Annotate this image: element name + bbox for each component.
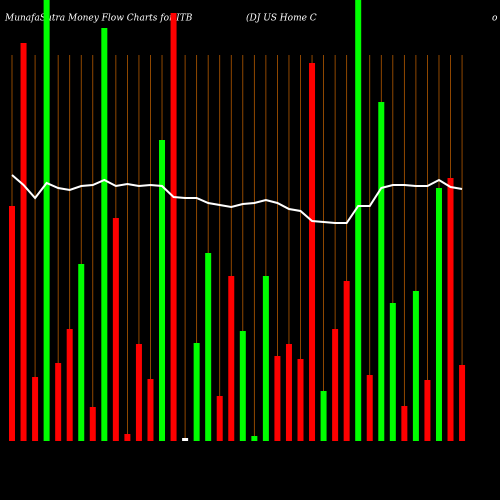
bar	[285, 344, 292, 441]
bar	[332, 329, 339, 441]
bar	[262, 276, 269, 441]
bar	[78, 264, 85, 441]
bar	[228, 276, 235, 441]
bar	[435, 188, 442, 441]
bar	[32, 377, 39, 441]
bar	[66, 329, 73, 441]
bar	[9, 206, 15, 441]
bar	[20, 43, 27, 441]
edge-text: o	[492, 14, 498, 24]
bar	[297, 359, 304, 441]
bar	[366, 375, 373, 441]
bar	[309, 63, 316, 441]
chart-subtitle: (DJ US Home C	[246, 13, 317, 24]
bar	[251, 436, 258, 441]
bar	[205, 253, 212, 441]
bar	[193, 343, 200, 441]
bar	[112, 218, 119, 441]
bar	[89, 407, 96, 441]
bar	[355, 0, 362, 441]
bar	[412, 291, 419, 441]
bar	[170, 13, 177, 441]
bar	[55, 363, 62, 441]
chart-title: MunafaSutra Money Flow Charts for ITB	[4, 14, 193, 24]
bar	[343, 281, 350, 441]
bar	[459, 365, 466, 441]
bar	[274, 356, 281, 441]
bar	[101, 28, 108, 441]
bar	[320, 391, 327, 441]
bar	[159, 140, 166, 441]
bar	[182, 438, 189, 441]
money-flow-line	[11, 174, 463, 224]
bar	[389, 303, 396, 441]
bar	[124, 434, 131, 441]
bar	[401, 406, 408, 441]
bar	[216, 396, 223, 441]
bar	[43, 0, 50, 441]
bar	[378, 102, 385, 441]
bar	[147, 379, 154, 441]
bar	[424, 380, 431, 441]
bar	[447, 178, 454, 441]
bar	[239, 331, 246, 441]
bar	[135, 344, 142, 441]
